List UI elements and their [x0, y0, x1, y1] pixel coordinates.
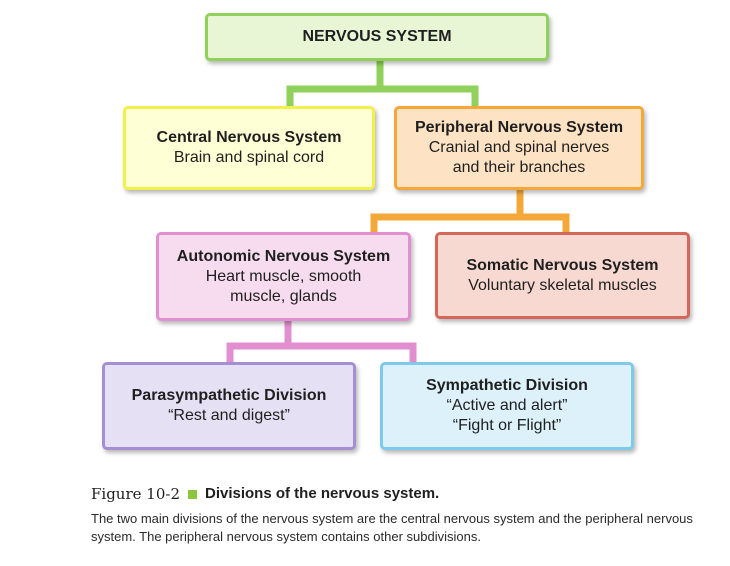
- node-central-nervous-system: Central Nervous System Brain and spinal …: [123, 106, 375, 190]
- node-cns-desc-line: Brain and spinal cord: [174, 148, 324, 168]
- connector-root-to-pns: [380, 89, 475, 106]
- node-sympathetic-division: Sympathetic Division “Active and alert” …: [380, 362, 634, 450]
- node-pns-desc-line: and their branches: [453, 158, 586, 178]
- node-ans-desc-line: Heart muscle, smooth: [206, 267, 362, 287]
- connector-ans-to-para: [230, 320, 288, 362]
- node-nervous-system-title: NERVOUS SYSTEM: [302, 27, 451, 47]
- node-cns-title: Central Nervous System: [157, 128, 342, 148]
- connector-pns-to-sns: [520, 217, 566, 232]
- caption-square-icon: [188, 490, 197, 499]
- node-sns-title: Somatic Nervous System: [466, 256, 658, 276]
- caption-heading: Figure 10-2 Divisions of the nervous sys…: [91, 484, 711, 504]
- node-nervous-system: NERVOUS SYSTEM: [205, 13, 549, 61]
- node-ans-title: Autonomic Nervous System: [177, 247, 390, 267]
- node-sns-desc-line: Voluntary skeletal muscles: [468, 276, 657, 296]
- node-pns-title: Peripheral Nervous System: [415, 118, 623, 138]
- node-para-desc-line: “Rest and digest”: [168, 406, 290, 426]
- node-pns-desc-line: Cranial and spinal nerves: [429, 138, 610, 158]
- connector-root-to-cns: [290, 60, 380, 106]
- connector-pns-to-ans: [374, 189, 520, 232]
- connector-ans-to-symp: [288, 346, 413, 362]
- node-somatic-nervous-system: Somatic Nervous System Voluntary skeleta…: [435, 232, 690, 319]
- figure-caption: Figure 10-2 Divisions of the nervous sys…: [91, 484, 711, 546]
- node-parasympathetic-division: Parasympathetic Division “Rest and diges…: [102, 362, 356, 450]
- figure-label: Figure 10-2: [91, 484, 180, 504]
- node-autonomic-nervous-system: Autonomic Nervous System Heart muscle, s…: [156, 232, 411, 321]
- node-symp-title: Sympathetic Division: [426, 376, 588, 396]
- caption-title: Divisions of the nervous system.: [205, 484, 439, 504]
- node-symp-desc-line: “Fight or Flight”: [453, 416, 561, 436]
- node-para-title: Parasympathetic Division: [132, 386, 327, 406]
- caption-body: The two main divisions of the nervous sy…: [91, 510, 711, 546]
- node-symp-desc-line: “Active and alert”: [447, 396, 568, 416]
- node-ans-desc-line: muscle, glands: [230, 287, 337, 307]
- node-peripheral-nervous-system: Peripheral Nervous System Cranial and sp…: [394, 106, 644, 190]
